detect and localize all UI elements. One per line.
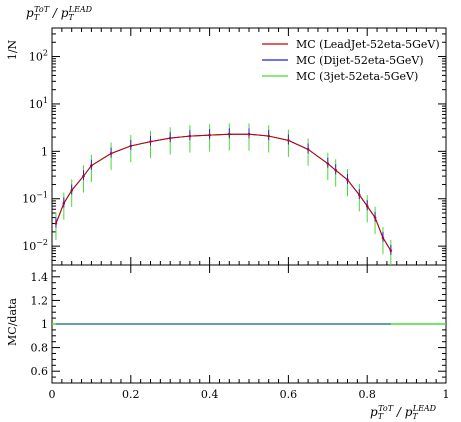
y-tick-label-top: 1 bbox=[41, 145, 48, 158]
legend-label-dijet: MC (Dijet-52eta-5GeV) bbox=[296, 54, 424, 67]
x-tick-label: 0 bbox=[49, 388, 56, 401]
y-tick-label-top: 10−2 bbox=[22, 238, 48, 253]
series-0 bbox=[54, 132, 393, 252]
x-tick-label: 0.6 bbox=[280, 388, 298, 401]
plot-title: pTToT / pTLEAD bbox=[26, 5, 93, 22]
series-line bbox=[55, 133, 392, 251]
y-axis-label-top: 1/N bbox=[6, 39, 19, 60]
y-tick-label-bottom: 1 bbox=[41, 318, 48, 331]
series-2 bbox=[54, 123, 393, 265]
series-line bbox=[55, 133, 392, 251]
axis-ticks: 0 0.2 0.4 0.6 0.8 1 10−2 10−1 1 101 102 0.6 0.8 1 1.2 1… bbox=[22, 27, 450, 401]
x-tick-label: 0.4 bbox=[201, 388, 219, 401]
y-axis-label-bottom: MC/data bbox=[6, 298, 19, 346]
series-line bbox=[55, 133, 392, 251]
y-tick-label-top: 101 bbox=[29, 96, 48, 111]
y-tick-label-bottom: 1.4 bbox=[31, 271, 49, 284]
y-tick-label-bottom: 1.2 bbox=[31, 294, 49, 307]
x-axis-label: pTToT / pTLEAD bbox=[370, 404, 437, 421]
x-tick-label: 1 bbox=[443, 388, 450, 401]
legend: MC (LeadJet-52eta-5GeV) MC (Dijet-52eta-… bbox=[262, 38, 440, 83]
y-tick-label-top: 102 bbox=[29, 49, 48, 64]
x-tick-label: 0.2 bbox=[122, 388, 140, 401]
y-tick-label-bottom: 0.8 bbox=[31, 342, 49, 355]
legend-label-leadjet: MC (LeadJet-52eta-5GeV) bbox=[296, 38, 440, 51]
series-1 bbox=[54, 128, 393, 255]
y-tick-label-bottom: 0.6 bbox=[31, 365, 49, 378]
y-tick-label-top: 10−1 bbox=[22, 191, 48, 206]
x-tick-label: 0.8 bbox=[358, 388, 376, 401]
legend-label-3jet: MC (3jet-52eta-5GeV) bbox=[296, 70, 418, 83]
series-layer bbox=[54, 123, 393, 265]
